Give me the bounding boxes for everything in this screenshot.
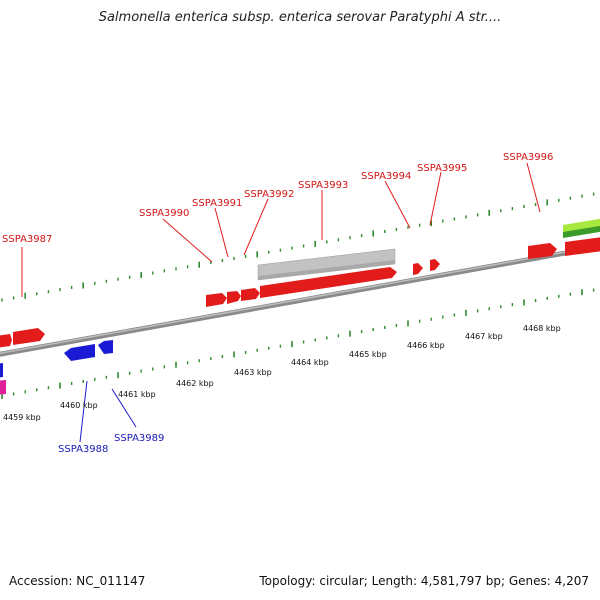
gene-label-sspa3992[interactable]: SSPA3992: [244, 189, 294, 200]
kbp-label: 4467 kbp: [465, 332, 503, 341]
topology-label: Topology: circular; Length: 4,581,797 bp…: [259, 574, 589, 588]
gene-arrow-sspa3995[interactable]: [430, 259, 440, 271]
connector-sspa3989: [111, 388, 137, 428]
map-title: Salmonella enterica subsp. enterica sero…: [98, 10, 502, 25]
kbp-label: 4464 kbp: [291, 358, 329, 367]
kbp-labels: 4459 kbp 4460 kbp 4461 kbp 4462 kbp 4463…: [3, 324, 561, 422]
gene-arrow-left-edge[interactable]: [0, 363, 3, 378]
kbp-label: 4459 kbp: [3, 413, 41, 422]
gene-label-sspa3990[interactable]: SSPA3990: [139, 208, 189, 219]
gene-arrow-sspa3988[interactable]: [64, 344, 95, 361]
kbp-label: 4468 kbp: [523, 324, 561, 333]
kbp-label: 4465 kbp: [349, 350, 387, 359]
connector-sspa3991: [214, 207, 229, 258]
gene-arrow-sspa3989[interactable]: [98, 340, 113, 354]
feature-bar-grey-shade: [258, 260, 395, 280]
gene-arrow-sspa3990[interactable]: [206, 293, 227, 307]
gene-label-sspa3987[interactable]: SSPA3987: [2, 234, 52, 245]
gene-label-sspa3989[interactable]: SSPA3989: [114, 433, 164, 444]
gene-arrow-sspa3994[interactable]: [413, 263, 423, 275]
connector-sspa3992: [243, 198, 269, 256]
gene-label-sspa3993[interactable]: SSPA3993: [298, 180, 348, 191]
connector-sspa3988: [79, 380, 88, 443]
gene-arrow-sspa3992[interactable]: [241, 288, 260, 301]
reverse-gene-labels: SSPA3988 SSPA3989: [58, 433, 164, 455]
reverse-ruler-ticks: [1, 288, 595, 399]
reverse-label-connectors: [79, 380, 137, 443]
feature-light-green: [563, 218, 600, 233]
gene-label-sspa3994[interactable]: SSPA3994: [361, 171, 411, 182]
kbp-label: 4466 kbp: [407, 341, 445, 350]
connector-sspa3990: [162, 218, 213, 263]
gene-arrow-sspa3991[interactable]: [227, 291, 241, 304]
gene-arrow-next[interactable]: [565, 236, 600, 256]
gene-arrow-sspa3987[interactable]: [13, 328, 45, 345]
gene-arrow-sspa3996[interactable]: [528, 243, 557, 259]
gene-label-sspa3995[interactable]: SSPA3995: [417, 163, 467, 174]
kbp-label: 4460 kbp: [60, 401, 98, 410]
kbp-label: 4463 kbp: [234, 368, 272, 377]
genome-backbone: [0, 244, 600, 357]
gene-arrow-sspa3987a: [0, 334, 12, 348]
feature-pink: [0, 380, 6, 395]
reverse-genes: [0, 340, 113, 378]
connector-sspa3994: [384, 180, 411, 229]
gene-arrow-sspa3993[interactable]: [260, 267, 397, 298]
forward-label-connectors: [21, 162, 541, 297]
genome-backbone-highlight: [0, 245, 600, 354]
kbp-label: 4462 kbp: [176, 379, 214, 388]
forward-genes: [0, 236, 600, 348]
connector-sspa3995: [429, 171, 442, 226]
gene-label-sspa3996[interactable]: SSPA3996: [503, 152, 553, 163]
feature-dark-green: [563, 225, 600, 238]
gene-label-sspa3988[interactable]: SSPA3988: [58, 444, 108, 455]
kbp-label: 4461 kbp: [118, 390, 156, 399]
accession-label: Accession: NC_011147: [9, 574, 146, 588]
connector-sspa3996: [526, 162, 541, 213]
forward-gene-labels: SSPA3987 SSPA3990 SSPA3991 SSPA3992 SSPA…: [2, 152, 553, 245]
gene-label-sspa3991[interactable]: SSPA3991: [192, 198, 242, 209]
